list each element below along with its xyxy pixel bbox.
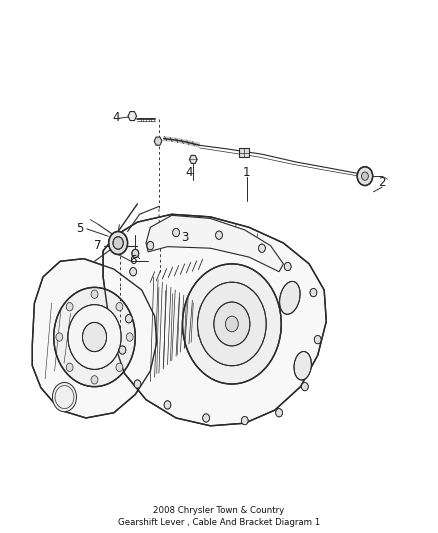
Text: 5: 5: [76, 222, 83, 236]
Circle shape: [54, 287, 135, 386]
Circle shape: [241, 416, 248, 425]
Circle shape: [276, 409, 283, 417]
Circle shape: [214, 302, 250, 346]
Ellipse shape: [279, 281, 300, 314]
Text: 4: 4: [185, 166, 193, 179]
Polygon shape: [32, 259, 157, 418]
Circle shape: [56, 333, 63, 341]
Polygon shape: [154, 137, 162, 145]
Circle shape: [132, 249, 139, 257]
Circle shape: [109, 231, 127, 254]
Circle shape: [357, 167, 373, 185]
Circle shape: [361, 172, 368, 180]
Circle shape: [125, 314, 132, 323]
Circle shape: [183, 264, 281, 384]
Text: 2: 2: [378, 176, 386, 189]
Text: 1: 1: [243, 166, 251, 179]
Circle shape: [82, 322, 106, 352]
Circle shape: [226, 316, 238, 332]
Circle shape: [215, 231, 223, 239]
Text: 2008 Chrysler Town & Country: 2008 Chrysler Town & Country: [153, 506, 285, 515]
Circle shape: [258, 244, 265, 253]
Text: 7: 7: [94, 239, 102, 252]
Circle shape: [198, 282, 266, 366]
Polygon shape: [128, 111, 137, 120]
Circle shape: [53, 383, 77, 411]
Circle shape: [134, 380, 141, 388]
Circle shape: [91, 376, 98, 384]
Circle shape: [301, 383, 308, 391]
Circle shape: [284, 262, 291, 271]
Circle shape: [310, 288, 317, 297]
Circle shape: [113, 237, 123, 249]
Circle shape: [164, 401, 171, 409]
Circle shape: [147, 241, 154, 250]
Circle shape: [126, 333, 133, 341]
Polygon shape: [189, 155, 197, 164]
Text: Gearshift Lever , Cable And Bracket Diagram 1: Gearshift Lever , Cable And Bracket Diag…: [118, 518, 320, 527]
Ellipse shape: [294, 351, 311, 380]
Circle shape: [314, 335, 321, 344]
Circle shape: [173, 228, 180, 237]
Circle shape: [119, 346, 126, 354]
Text: 6: 6: [129, 254, 137, 266]
Polygon shape: [146, 215, 283, 272]
Circle shape: [66, 363, 73, 372]
Circle shape: [130, 268, 137, 276]
Text: 4: 4: [112, 111, 120, 124]
Circle shape: [116, 303, 123, 311]
Circle shape: [66, 303, 73, 311]
Circle shape: [91, 290, 98, 298]
Bar: [239, 149, 249, 157]
Polygon shape: [103, 214, 326, 426]
Circle shape: [203, 414, 209, 422]
Circle shape: [68, 305, 121, 369]
Text: 3: 3: [181, 231, 188, 244]
Circle shape: [116, 363, 123, 372]
